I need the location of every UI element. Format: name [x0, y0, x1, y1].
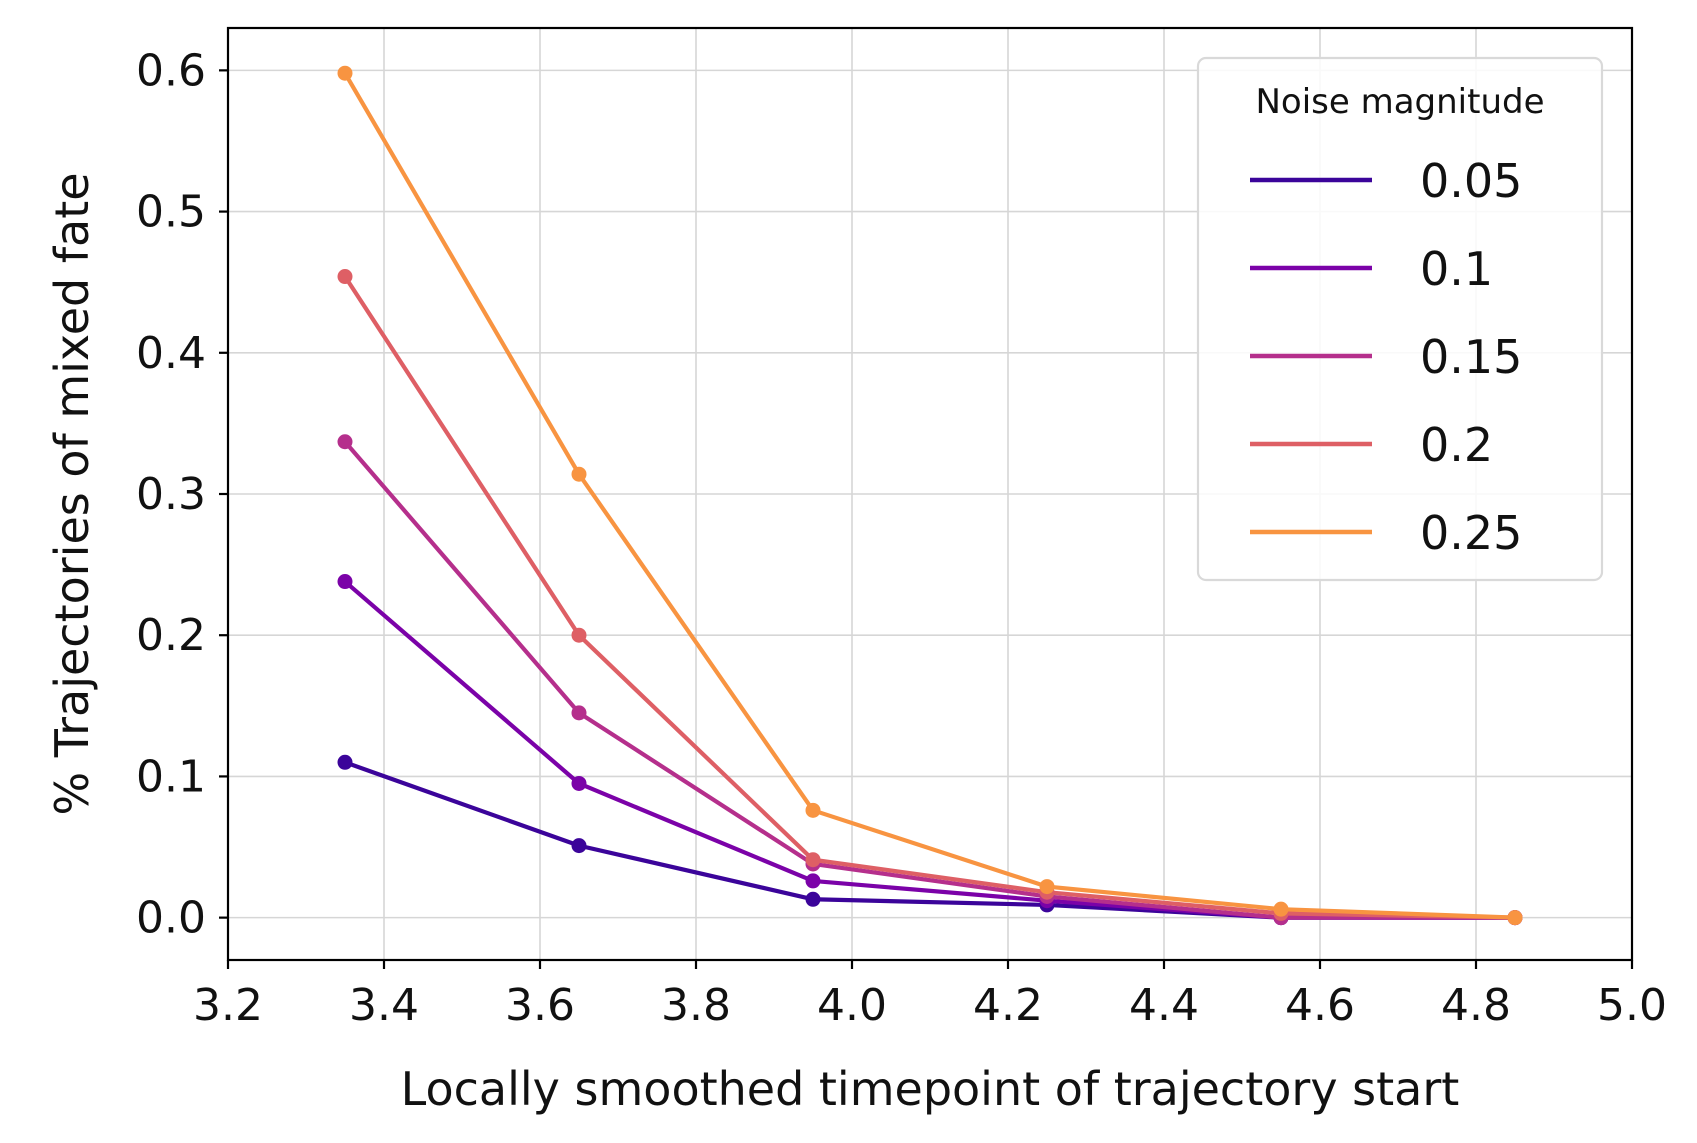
legend-label: 0.15 — [1420, 330, 1522, 384]
data-point — [571, 775, 587, 791]
x-tick-label: 4.4 — [1129, 980, 1199, 1031]
legend-title: Noise magnitude — [1255, 82, 1544, 122]
x-axis: 3.2 3.4 3.6 3.8 4.0 4.2 4.4 4.6 4.8 5.0 — [193, 960, 1667, 1031]
x-tick-label: 4.0 — [817, 980, 887, 1031]
data-point — [1273, 901, 1289, 917]
data-point — [337, 269, 353, 285]
data-point — [1039, 879, 1055, 895]
y-tick-label: 0.1 — [136, 751, 206, 802]
legend-entry: 0.15 — [1250, 330, 1522, 384]
data-point — [805, 891, 821, 907]
data-point — [571, 466, 587, 482]
data-point — [337, 65, 353, 81]
x-tick-label: 4.2 — [973, 980, 1043, 1031]
y-tick-label: 0.0 — [136, 893, 206, 944]
data-point — [1507, 910, 1523, 926]
data-point — [571, 627, 587, 643]
y-tick-label: 0.5 — [136, 187, 206, 238]
x-axis-title: Locally smoothed timepoint of trajectory… — [401, 1062, 1460, 1116]
data-point — [337, 754, 353, 770]
data-point — [337, 574, 353, 590]
y-axis-title: % Trajectories of mixed fate — [45, 172, 99, 815]
legend: Noise magnitude 0.05 0.1 0.15 0.2 0.25 — [1196, 56, 1604, 582]
legend-entries: 0.05 0.1 0.15 0.2 0.25 — [1250, 154, 1522, 560]
series-line — [342, 71, 1518, 920]
x-tick-label: 4.6 — [1285, 980, 1355, 1031]
legend-entry: 0.1 — [1250, 242, 1493, 296]
y-tick-label: 0.6 — [136, 45, 206, 96]
series-line — [342, 274, 1518, 920]
legend-entry: 0.25 — [1250, 506, 1522, 560]
series-line — [342, 439, 1518, 920]
data-point — [571, 838, 587, 854]
legend-label: 0.2 — [1420, 418, 1493, 472]
y-axis: 0.0 0.1 0.2 0.3 0.4 0.5 0.6 — [136, 45, 228, 944]
x-tick-label: 3.4 — [349, 980, 419, 1031]
legend-box — [1196, 56, 1604, 582]
legend-entry: 0.2 — [1250, 418, 1493, 472]
series-0.25 — [337, 65, 1523, 926]
y-tick-label: 0.2 — [136, 610, 206, 661]
series-layer — [337, 65, 1523, 926]
legend-label: 0.1 — [1420, 242, 1493, 296]
data-point — [337, 434, 353, 450]
x-tick-label: 3.6 — [505, 980, 575, 1031]
data-point — [805, 802, 821, 818]
y-tick-label: 0.3 — [136, 469, 206, 520]
x-tick-label: 3.2 — [193, 980, 263, 1031]
data-point — [571, 705, 587, 721]
x-tick-label: 4.8 — [1441, 980, 1511, 1031]
legend-label: 0.05 — [1420, 154, 1522, 208]
x-tick-label: 3.8 — [661, 980, 731, 1031]
x-tick-label: 5.0 — [1597, 980, 1667, 1031]
legend-label: 0.25 — [1420, 506, 1522, 560]
data-point — [805, 852, 821, 868]
data-point — [805, 873, 821, 889]
legend-entry: 0.05 — [1250, 154, 1522, 208]
y-tick-label: 0.4 — [136, 328, 206, 379]
